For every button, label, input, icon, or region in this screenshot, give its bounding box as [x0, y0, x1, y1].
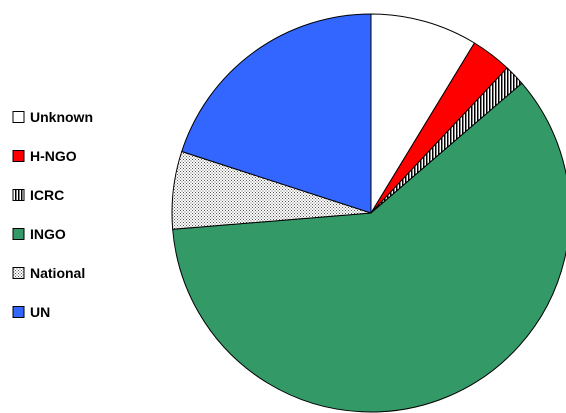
legend-label-national: National: [30, 265, 85, 281]
pie-slice-unknown: [370, 13, 475, 214]
pie-slice-ingo: [172, 82, 566, 413]
legend-item-ingo: INGO: [12, 226, 66, 242]
legend-label-unknown: Unknown: [30, 109, 93, 125]
legend-swatch-national: [12, 267, 25, 279]
legend-item-h-ngo: H-NGO: [12, 148, 77, 164]
legend-label-h-ngo: H-NGO: [30, 148, 77, 164]
legend-swatch-h-ngo: [12, 150, 25, 162]
legend-item-icrc: ICRC: [12, 187, 64, 203]
legend-item-national: National: [12, 265, 85, 281]
legend-label-icrc: ICRC: [30, 187, 64, 203]
pie-slice-un: [181, 13, 372, 214]
pie-slices: [171, 13, 566, 413]
legend-swatch-un: [12, 306, 25, 318]
legend-label-un: UN: [30, 304, 50, 320]
legend-label-ingo: INGO: [30, 226, 66, 242]
legend-swatch-unknown: [12, 111, 25, 123]
legend: Unknown H-NGO ICRC INGO National UN: [12, 109, 93, 320]
legend-item-un: UN: [12, 304, 50, 320]
legend-swatch-ingo: [12, 228, 25, 240]
legend-item-unknown: Unknown: [12, 109, 93, 125]
legend-swatch-icrc: [12, 189, 25, 201]
